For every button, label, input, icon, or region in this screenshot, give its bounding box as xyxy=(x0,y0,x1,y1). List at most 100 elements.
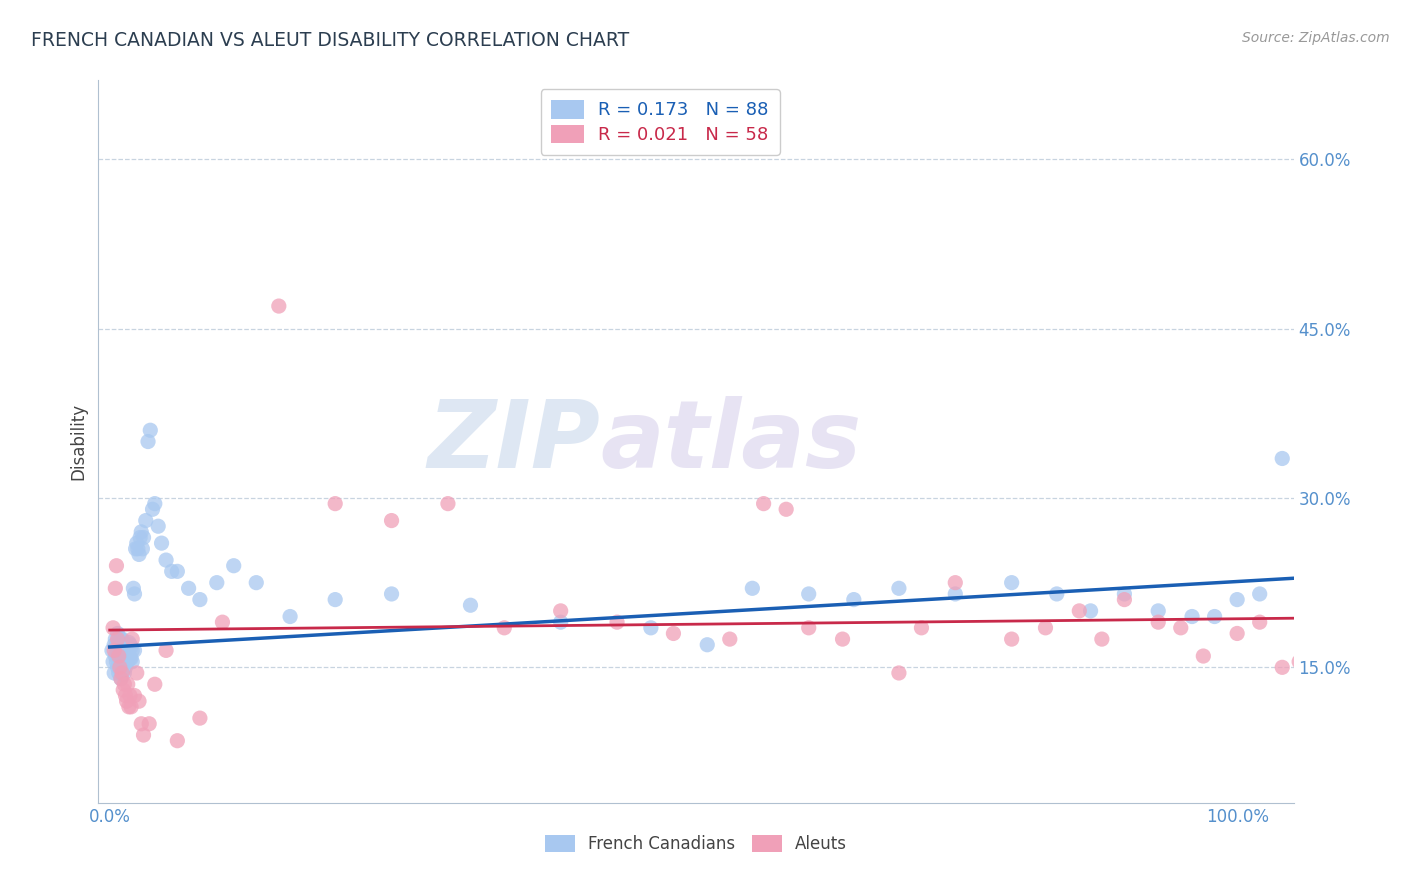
Point xyxy=(1114,587,1136,601)
Point xyxy=(1181,609,1204,624)
Point xyxy=(380,514,402,528)
Point xyxy=(117,677,139,691)
Point xyxy=(1069,604,1091,618)
Point xyxy=(104,648,127,663)
Point xyxy=(1147,615,1170,630)
Point xyxy=(118,689,141,703)
Point xyxy=(124,689,146,703)
Point xyxy=(107,632,129,646)
Point xyxy=(121,643,143,657)
Point xyxy=(1288,655,1310,669)
Point xyxy=(1271,451,1294,466)
Point xyxy=(112,677,135,691)
Point xyxy=(1226,626,1249,640)
Point xyxy=(797,621,820,635)
Point xyxy=(380,587,402,601)
Point xyxy=(143,497,166,511)
Point xyxy=(124,643,146,657)
Point xyxy=(112,655,135,669)
Point xyxy=(132,728,155,742)
Point xyxy=(128,694,150,708)
Point xyxy=(104,582,127,596)
Point xyxy=(910,621,932,635)
Point xyxy=(131,541,153,556)
Point xyxy=(205,575,228,590)
Point xyxy=(842,592,865,607)
Point xyxy=(110,632,132,646)
Point xyxy=(125,536,148,550)
Point xyxy=(160,565,183,579)
Point xyxy=(105,558,128,573)
Point xyxy=(662,626,685,640)
Point xyxy=(155,643,177,657)
Point xyxy=(111,665,134,680)
Point xyxy=(1114,592,1136,607)
Point xyxy=(121,632,143,646)
Point xyxy=(107,660,129,674)
Point xyxy=(118,635,141,649)
Point xyxy=(278,609,301,624)
Point xyxy=(124,587,146,601)
Point xyxy=(107,626,129,640)
Point xyxy=(1046,587,1069,601)
Point xyxy=(887,582,910,596)
Point xyxy=(122,582,145,596)
Point xyxy=(118,651,141,665)
Point xyxy=(129,531,152,545)
Point xyxy=(640,621,662,635)
Point xyxy=(101,621,124,635)
Point xyxy=(437,497,460,511)
Point xyxy=(323,592,346,607)
Point xyxy=(107,665,129,680)
Point xyxy=(943,575,966,590)
Text: ZIP: ZIP xyxy=(427,395,600,488)
Point xyxy=(117,655,139,669)
Point xyxy=(107,643,129,657)
Point xyxy=(117,643,139,657)
Point xyxy=(211,615,233,630)
Point xyxy=(121,655,143,669)
Point xyxy=(115,694,138,708)
Point xyxy=(1271,660,1294,674)
Point xyxy=(112,665,135,680)
Point xyxy=(1249,587,1271,601)
Text: atlas: atlas xyxy=(600,395,862,488)
Point xyxy=(118,638,141,652)
Point xyxy=(138,716,160,731)
Point xyxy=(1080,604,1102,618)
Point xyxy=(114,660,136,674)
Point xyxy=(114,638,136,652)
Point xyxy=(101,655,124,669)
Point xyxy=(177,582,200,596)
Point xyxy=(118,648,141,663)
Point xyxy=(696,638,718,652)
Point xyxy=(797,587,820,601)
Point xyxy=(110,672,132,686)
Point xyxy=(139,423,162,437)
Point xyxy=(110,648,132,663)
Point xyxy=(775,502,797,516)
Point xyxy=(943,587,966,601)
Point xyxy=(718,632,741,646)
Point xyxy=(136,434,159,449)
Point xyxy=(114,689,136,703)
Point xyxy=(752,497,775,511)
Point xyxy=(105,638,128,652)
Point xyxy=(111,648,134,663)
Point xyxy=(887,665,910,680)
Point xyxy=(267,299,290,313)
Point xyxy=(103,638,125,652)
Point xyxy=(103,643,125,657)
Point xyxy=(1226,592,1249,607)
Point xyxy=(112,643,135,657)
Text: Source: ZipAtlas.com: Source: ZipAtlas.com xyxy=(1241,31,1389,45)
Point xyxy=(120,699,142,714)
Point xyxy=(1249,615,1271,630)
Point xyxy=(166,565,188,579)
Point xyxy=(105,655,128,669)
Point xyxy=(108,655,131,669)
Point xyxy=(129,716,152,731)
Point xyxy=(1299,694,1322,708)
Point xyxy=(103,665,125,680)
Point xyxy=(135,514,157,528)
